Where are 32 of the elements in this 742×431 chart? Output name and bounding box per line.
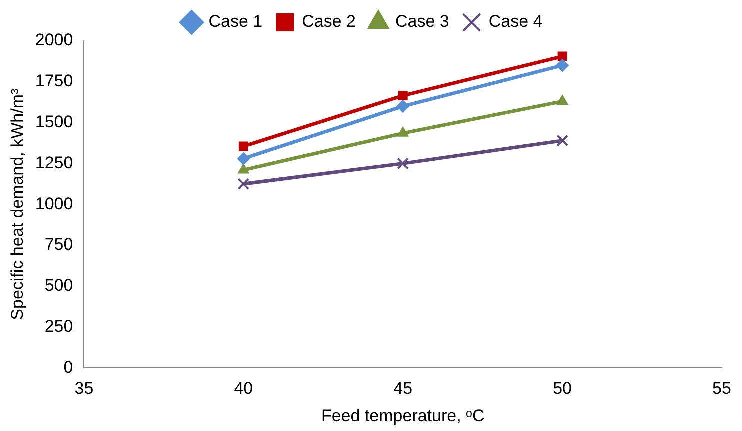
point — [398, 91, 408, 101]
y-tick-label: 1000 — [35, 194, 74, 214]
x-tick-label: 35 — [74, 379, 94, 398]
point — [556, 134, 569, 147]
point — [558, 52, 568, 62]
point — [397, 158, 410, 170]
x-tick-label: 50 — [553, 379, 572, 398]
legend-label: Case 4 — [488, 12, 543, 32]
legend-label: Case 3 — [396, 12, 450, 32]
y-tick-label: 1750 — [35, 72, 74, 91]
legend-label: Case 1 — [208, 12, 263, 32]
point — [238, 142, 248, 152]
point — [397, 126, 409, 137]
y-tick-label: 500 — [44, 276, 74, 296]
y-tick-label: 250 — [44, 316, 74, 336]
legend-label: Case 2 — [302, 12, 356, 32]
point — [237, 152, 250, 166]
y-tick-label: 2000 — [35, 30, 74, 50]
y-tick-label: 0 — [64, 358, 74, 377]
x-tick-label: 45 — [394, 379, 413, 398]
y-tick-label: 1250 — [35, 153, 74, 172]
point — [238, 178, 250, 190]
x-axis-title: Feed temperature, ᵒC — [321, 406, 485, 426]
x-tick-label: 55 — [712, 379, 732, 398]
y-axis-title: Specific heat demand, kWh/m³ — [8, 88, 27, 320]
y-tick-label: 1500 — [35, 112, 74, 132]
x-tick-label: 40 — [234, 379, 254, 398]
point — [556, 95, 568, 106]
point — [556, 59, 570, 72]
point — [396, 100, 410, 113]
point — [238, 164, 250, 174]
y-tick-label: 750 — [44, 235, 74, 254]
